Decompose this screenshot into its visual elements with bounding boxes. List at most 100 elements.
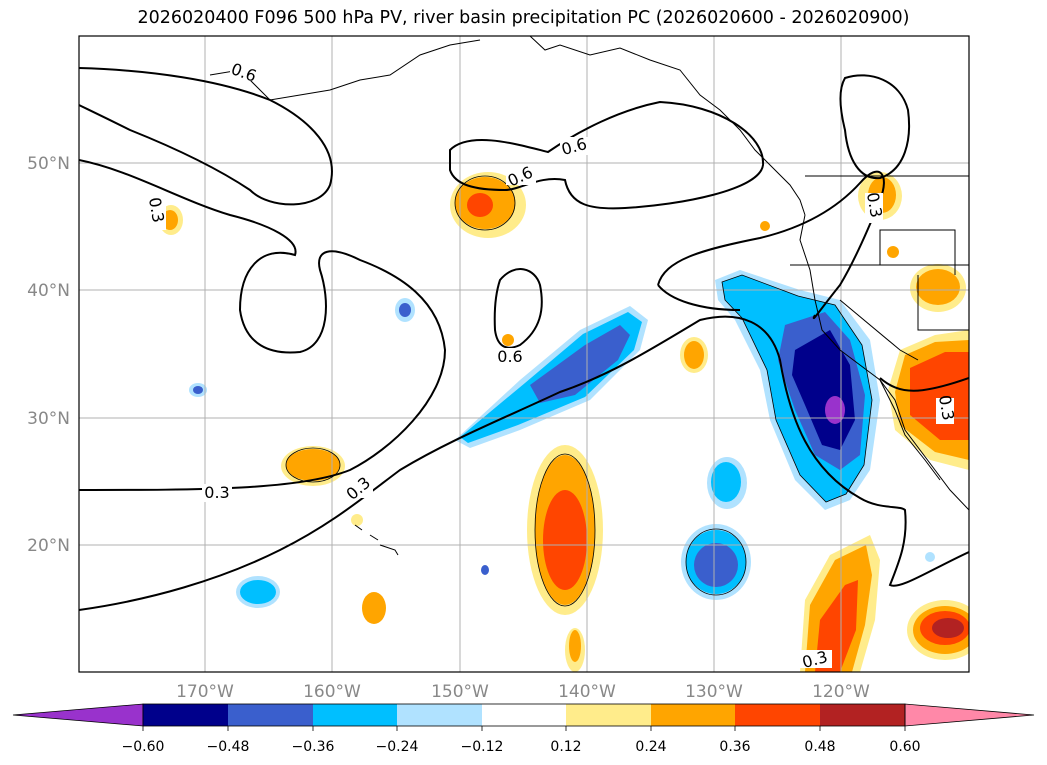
negative-anomaly-blob: [925, 552, 935, 562]
negative-anomaly-blob: [694, 543, 738, 587]
colorbar-segment: [228, 704, 313, 726]
us-state-boundary: [917, 275, 969, 331]
positive-anomaly-blob: [362, 592, 386, 624]
label-mask: [345, 478, 373, 498]
pv-contour-label: 0.6: [497, 347, 522, 366]
pv-contour-line: [449, 100, 765, 210]
latitude-labels: 50°N 40°N 30°N 20°N: [27, 154, 70, 556]
pv-contour-line: [879, 377, 969, 392]
colorbar-tick-label: −0.48: [207, 739, 250, 755]
label-mask: [560, 137, 590, 155]
thin-contour-line: [534, 453, 596, 607]
lat-label: 30°N: [27, 409, 70, 429]
pv-contour-label: 0.3: [863, 191, 886, 219]
label-mask: [148, 200, 166, 230]
colorbar-tick-label: 0.60: [889, 739, 920, 755]
positive-anomaly-blob: [887, 246, 899, 258]
thin-contour-line: [685, 528, 747, 596]
pv-contour-line: [657, 170, 885, 320]
negative-anomaly-blob: [399, 303, 411, 317]
pv-contour-line: [657, 284, 741, 311]
colorbar-tick-marks: [142, 726, 906, 731]
colorbar-segment: [143, 704, 228, 726]
negative-anomaly-blob: [530, 325, 630, 403]
chart-title: 2026020400 F096 500 hPa PV, river basin …: [137, 8, 910, 28]
positive-anomaly-blob: [351, 514, 363, 526]
label-mask: [230, 63, 258, 81]
positive-anomaly-blob: [286, 449, 340, 481]
positive-anomaly-blob: [684, 341, 704, 369]
colorbar-segment: [313, 704, 397, 726]
colorbar-segment: [651, 704, 735, 726]
colorbar-frame: [142, 703, 906, 727]
colorbar-segment: [735, 704, 820, 726]
plot-frame: [78, 35, 970, 673]
pv-contours: [79, 67, 969, 611]
label-mask: [936, 398, 954, 424]
colorbar-tick-label: −0.12: [461, 739, 504, 755]
thin-contour-line: [285, 447, 341, 483]
negative-anomaly-blob: [193, 386, 203, 394]
colorbar-tick-label: 0.24: [635, 739, 666, 755]
label-mask: [800, 650, 832, 668]
positive-anomaly-blob: [760, 221, 770, 231]
positive-anomaly-blob: [467, 193, 493, 217]
pv-contour-line: [79, 67, 333, 206]
pv-contour-line: [79, 315, 969, 611]
lon-label: 160°W: [303, 682, 361, 702]
colorbar-tick-label: −0.60: [122, 739, 165, 755]
contour-labels: 0.6 0.6 0.6 0.6 0.3 0.3 0.3 0.3 0.3 0.3: [145, 59, 958, 672]
colorbar-tick-label: 0.36: [719, 739, 750, 755]
positive-anomaly-blob: [916, 269, 960, 305]
colorbar-extend-min: [12, 703, 144, 727]
pv-contour-line: [839, 74, 911, 180]
label-mask: [506, 167, 536, 185]
positive-anomaly-blob: [815, 580, 858, 672]
lat-label: 50°N: [27, 154, 70, 174]
thin-contour-line: [454, 175, 516, 231]
baja-california: [879, 379, 941, 481]
lat-label: 20°N: [27, 536, 70, 556]
us-state-boundary: [790, 229, 969, 275]
pv-contour-line: [79, 159, 447, 491]
lon-label: 150°W: [431, 682, 489, 702]
precip-zero-contours: [285, 175, 873, 607]
positive-anomaly-blob: [543, 490, 587, 590]
colorbar-tick-label: −0.36: [292, 739, 335, 755]
pv-contour-label: 0.3: [204, 483, 229, 502]
label-mask: [865, 193, 883, 223]
lon-label: 130°W: [685, 682, 743, 702]
thin-contour-line: [721, 274, 873, 503]
colorbar-segment: [820, 704, 905, 726]
pv-contour-line: [493, 268, 543, 349]
colorbar-tick-label: 0.48: [804, 739, 835, 755]
colorbar-tick-label: 0.12: [550, 739, 581, 755]
colorbar-tick-label: −0.24: [376, 739, 419, 755]
colorbar-segment: [482, 704, 566, 726]
lon-label: 170°W: [176, 682, 234, 702]
pv-contour-label: 0.3: [145, 196, 168, 224]
label-mask: [495, 348, 525, 366]
lon-label: 140°W: [558, 682, 616, 702]
positive-anomaly-blob: [569, 630, 581, 662]
negative-anomaly-blob: [711, 462, 741, 502]
alaska-coastline: [529, 36, 806, 216]
aleutian-islands: [209, 39, 481, 101]
pv-contour-label: 0.3: [935, 394, 958, 422]
colorbar-segment: [566, 704, 651, 726]
longitude-labels: 170°W 160°W 150°W 140°W 130°W 120°W: [176, 682, 870, 702]
colorbar-extend-max: [904, 703, 1035, 727]
us-state-boundary: [839, 299, 919, 361]
colorbar-segment: [397, 704, 482, 726]
lon-label: 120°W: [812, 682, 870, 702]
coastlines: [209, 36, 969, 556]
positive-anomaly-blob: [502, 334, 514, 346]
precip-anomaly-shading: [159, 172, 969, 672]
colorbar: −0.60 −0.48 −0.36 −0.24 −0.12 0.12 0.24 …: [12, 703, 1035, 755]
north-america-west-coastline: [799, 214, 969, 511]
negative-anomaly-blob: [481, 565, 489, 575]
lat-label: 40°N: [27, 281, 70, 301]
label-mask: [202, 484, 232, 502]
hawaiian-islands: [354, 524, 399, 556]
